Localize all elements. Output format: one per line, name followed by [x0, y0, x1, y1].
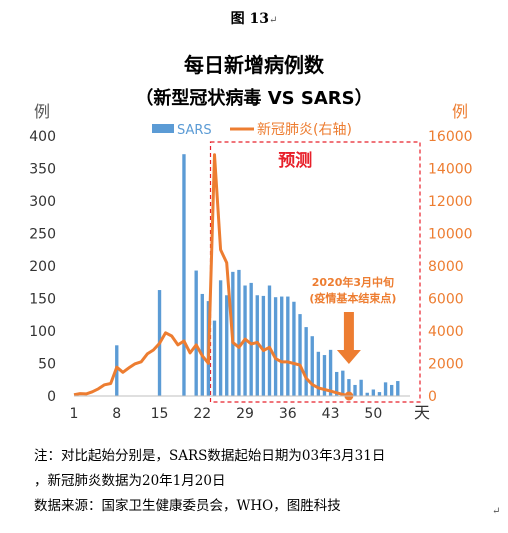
y-right-tick-label: 14000 — [428, 162, 473, 178]
sars-bar — [194, 270, 198, 396]
sars-bar — [341, 370, 345, 396]
y-left-tick-label: 400 — [29, 129, 56, 145]
y-right-tick-label: 16000 — [428, 129, 473, 145]
y-left-tick-label: 200 — [29, 259, 56, 275]
sars-bar — [383, 382, 388, 396]
y-right-tick-label: 10000 — [428, 227, 473, 243]
x-tick-label: 22 — [193, 406, 211, 422]
sars-bar — [273, 297, 278, 396]
y-right-tick-label: 8000 — [428, 259, 464, 275]
x-tick-label: 1 — [70, 406, 79, 422]
y-axis-left: 0 50 100 150 200 250 300 350 400 — [29, 129, 56, 405]
sars-bar — [335, 371, 339, 396]
y-left-tick-label: 350 — [29, 162, 56, 178]
sars-bar — [218, 280, 223, 396]
legend-swatch-sars — [152, 124, 174, 133]
covid-line — [73, 153, 350, 398]
annotation-line2: (疫情基本结束点) — [309, 291, 396, 305]
y-left-tick-label: 150 — [29, 292, 56, 308]
sars-bar — [322, 355, 327, 396]
sars-bar — [267, 285, 272, 396]
sars-bar — [377, 392, 382, 396]
sars-bar — [389, 384, 394, 396]
x-axis: 1 8 15 22 29 36 43 50 天 — [70, 395, 430, 422]
sars-bar — [280, 296, 284, 396]
sars-bar — [347, 379, 351, 396]
chart-subtitle: （新型冠状病毒 VS SARS） — [135, 87, 372, 109]
annotation-line1: 2020年3月中旬 — [312, 275, 394, 289]
sars-bar — [298, 314, 302, 396]
x-tick-label: 50 — [364, 406, 382, 422]
sars-bar — [353, 384, 357, 396]
sars-bar — [286, 296, 290, 396]
y-right-tick-label: 2000 — [428, 357, 464, 373]
sars-bar — [396, 381, 400, 396]
sars-bar — [310, 336, 314, 396]
y-left-tick-label: 0 — [47, 389, 56, 405]
sars-bar — [292, 301, 296, 396]
sars-bar — [328, 349, 333, 396]
sars-bar — [255, 295, 259, 396]
x-tick-label: 15 — [151, 406, 169, 422]
x-axis-unit: 天 — [414, 403, 430, 422]
x-tick-label: 8 — [112, 406, 121, 422]
y-axis-right: 0 2000 4000 6000 8000 10000 12000 14000 16000 — [428, 129, 473, 405]
paragraph-mark: ↵ — [268, 15, 278, 26]
y-left-tick-label: 300 — [29, 194, 56, 210]
y-left-tick-label: 250 — [29, 227, 56, 243]
y-left-tick-label: 50 — [38, 357, 56, 373]
y-right-tick-label: 6000 — [428, 292, 464, 308]
sars-bar — [212, 320, 217, 396]
x-tick-label: 29 — [236, 406, 254, 422]
y-right-tick-label: 0 — [428, 389, 437, 405]
y-left-unit: 例 — [34, 102, 50, 121]
sars-bar — [200, 293, 204, 396]
y-right-tick-label: 4000 — [428, 324, 464, 340]
sars-bar — [237, 269, 241, 396]
forecast-label: 预测 — [278, 150, 312, 171]
figure-number: 图 13 — [230, 11, 269, 27]
figure-label: 图 13↵ — [0, 8, 508, 28]
sars-bar — [316, 351, 321, 396]
x-tick-label: 43 — [322, 406, 340, 422]
sars-bar — [365, 392, 369, 396]
sars-bar — [182, 154, 186, 396]
paragraph-mark: ↵ — [492, 506, 501, 517]
y-left-tick-label: 100 — [29, 324, 56, 340]
x-tick-label: 36 — [279, 406, 297, 422]
legend-label-sars: SARS — [177, 123, 212, 138]
forecast-region: 预测 — [209, 141, 421, 403]
sars-bar — [225, 295, 229, 396]
y-right-tick-label: 12000 — [428, 194, 473, 210]
note-line-3: 数据来源：国家卫生健康委员会，WHO，图胜科技 — [34, 498, 341, 514]
down-arrow-icon — [336, 312, 361, 364]
note-line-2: ，新冠肺炎数据为20年1月20日 — [34, 473, 226, 489]
legend: SARS 新冠肺炎(右轴) — [152, 122, 352, 138]
sars-bar — [304, 327, 308, 396]
sars-bar — [261, 295, 266, 396]
sars-bar — [249, 282, 253, 396]
sars-bar — [371, 389, 376, 396]
forecast-box — [209, 141, 421, 403]
end-point-annotation: 2020年3月中旬 (疫情基本结束点) — [309, 275, 396, 364]
y-right-unit: 例 — [452, 102, 468, 121]
sars-bar — [359, 379, 363, 396]
chart-title: 每日新增病例数 — [184, 53, 325, 77]
note-line-1: 注：对比起始分别是，SARS数据起始日期为03年3月31日 — [34, 448, 386, 464]
legend-label-covid: 新冠肺炎(右轴) — [257, 122, 352, 138]
